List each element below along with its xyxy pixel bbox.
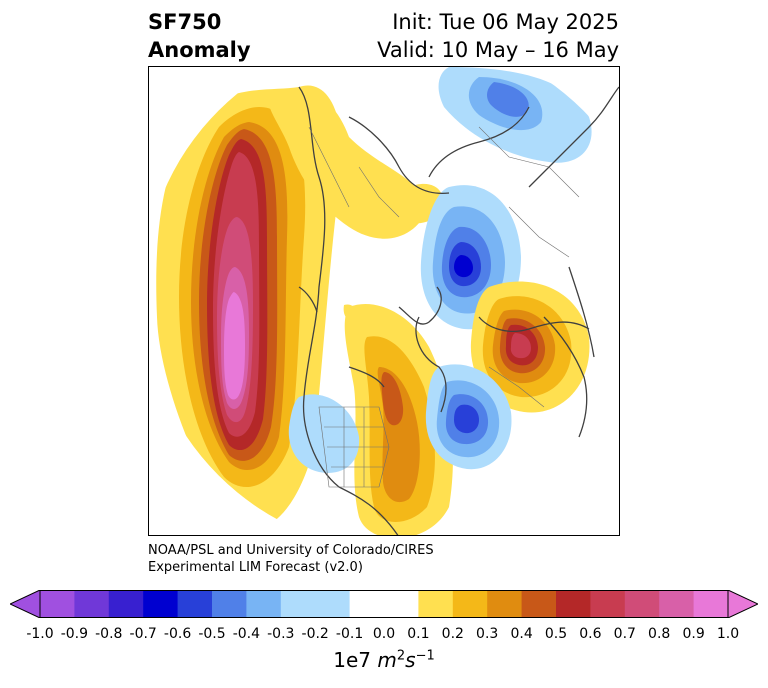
colorbar-bin (521, 590, 557, 618)
colorbar-tick-label: -0.8 (95, 626, 123, 642)
colorbar-tick-label: 1.0 (716, 626, 740, 642)
colorbar-tick-label: -0.5 (198, 626, 226, 642)
colorbar-max-extension (727, 590, 758, 618)
colorbar-bin (349, 590, 385, 618)
colorbar-bin (40, 590, 75, 618)
units-s-exponent: −1 (415, 648, 435, 664)
units-m-exponent: 2 (396, 648, 406, 664)
colorbar-tick-label: 0.5 (544, 626, 568, 642)
colorbar-tick-label: -1.0 (26, 626, 54, 642)
colorbar-tick-label: 0.0 (372, 626, 396, 642)
colorbar-tick-label: 0.4 (510, 626, 533, 642)
anomaly-map (149, 67, 619, 535)
map-panel (148, 66, 620, 536)
anomaly-label: Anomaly (148, 38, 251, 62)
colorbar-tick-label: 0.9 (682, 626, 705, 642)
valid-range: Valid: 10 May – 16 May (377, 38, 619, 62)
credit-line-2: Experimental LIM Forecast (v2.0) (148, 560, 363, 575)
init-date: Init: Tue 06 May 2025 (392, 10, 619, 34)
colorbar-min-extension (10, 590, 41, 618)
forecast-dates: Init: Tue 06 May 2025 Valid: 10 May – 16… (377, 8, 619, 64)
colorbar-bin (177, 590, 213, 618)
colorbar-tick-label: -0.6 (163, 626, 192, 642)
units-prefix: 1e7 (333, 648, 378, 672)
colorbar (10, 590, 758, 618)
colorbar-outline (39, 590, 729, 618)
data-credit: NOAA/PSL and University of Colorado/CIRE… (148, 542, 434, 576)
colorbar-bin (280, 590, 316, 618)
variable-label: SF750 (148, 10, 222, 34)
colorbar-bin (487, 590, 523, 618)
colorbar-bin (108, 590, 144, 618)
colorbar-bin (659, 590, 695, 618)
colorbar-ticks: -1.0 -0.9 -0.8 -0.7 -0.6 -0.5 -0.4 -0.3 -0.2 -0.1… (0, 626, 768, 646)
colorbar-bin (212, 590, 247, 618)
colorbar-tick-label: -0.1 (335, 626, 364, 642)
colorbar-bin (315, 590, 351, 618)
colorbar-bin (246, 590, 282, 618)
colorbar-tick-label: -0.7 (129, 626, 157, 642)
colorbar-tick-label: -0.9 (60, 626, 89, 642)
units-s: s (405, 648, 416, 672)
anomaly-contours (156, 67, 592, 535)
units-m: m (377, 648, 397, 672)
colorbar-bin (452, 590, 488, 618)
colorbar-tick-label: 0.8 (648, 626, 671, 642)
colorbar-units: 1e7 m2s−1 (0, 648, 768, 672)
colorbar-bin (74, 590, 110, 618)
borders (308, 126, 580, 488)
colorbar-bin (143, 590, 179, 618)
colorbar-tick-label: 0.1 (407, 626, 430, 642)
colorbar-tick-label: 0.3 (476, 626, 499, 642)
colorbar-bin (590, 590, 626, 618)
colorbar-tick-label: 0.6 (579, 626, 602, 642)
colorbar-tick-label: -0.4 (232, 626, 261, 642)
credit-line-1: NOAA/PSL and University of Colorado/CIRE… (148, 543, 434, 558)
colorbar-bin (384, 590, 419, 618)
colorbar-tick-label: -0.3 (267, 626, 295, 642)
colorbar-tick-label: 0.7 (613, 626, 636, 642)
colorbar-bin (624, 590, 660, 618)
map-title: SF750 Anomaly (148, 8, 251, 64)
colorbar-bin (693, 590, 729, 618)
colorbar-tick-label: 0.2 (441, 626, 464, 642)
colorbar-tick-label: -0.2 (301, 626, 329, 642)
colorbar-bin (418, 590, 454, 618)
colorbar-bin (556, 590, 591, 618)
